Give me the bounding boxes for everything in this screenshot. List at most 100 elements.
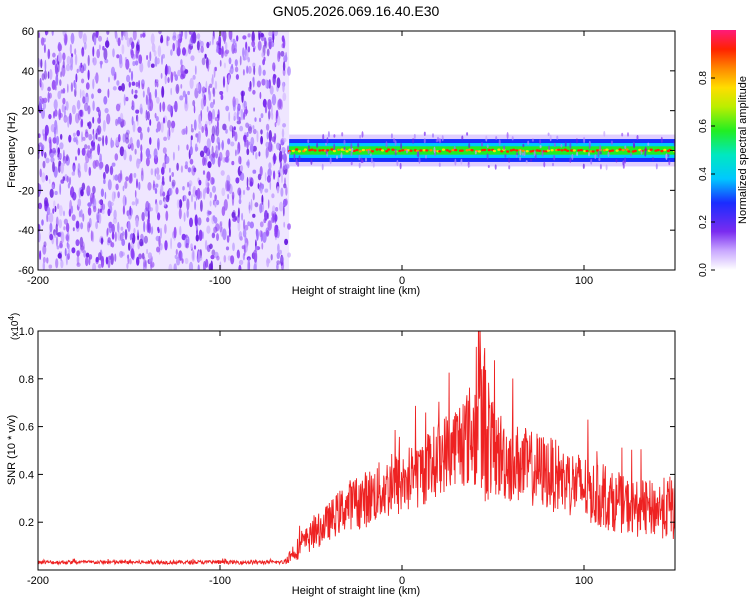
noise-dot bbox=[266, 131, 269, 140]
noise-dot bbox=[187, 90, 191, 96]
noise-dot bbox=[43, 43, 46, 54]
noise-dot bbox=[264, 172, 267, 182]
noise-dot bbox=[107, 237, 111, 244]
signal-peak-dot bbox=[585, 149, 589, 153]
spectrogram-x-ticks: -200 -100 0 100 bbox=[27, 31, 593, 287]
noise-dot bbox=[212, 215, 216, 222]
signal-fringe-dot bbox=[310, 159, 313, 165]
noise-dot bbox=[183, 128, 188, 135]
noise-dot bbox=[284, 177, 286, 186]
noise-dot bbox=[114, 73, 116, 81]
noise-dot bbox=[106, 227, 109, 236]
signal-peak-dot bbox=[358, 150, 362, 153]
noise-dot bbox=[187, 236, 190, 246]
noise-dot bbox=[172, 35, 177, 41]
noise-dot bbox=[171, 181, 175, 189]
noise-dot bbox=[80, 118, 84, 128]
noise-dot bbox=[182, 195, 185, 202]
noise-dot bbox=[190, 243, 193, 250]
noise-dot bbox=[95, 128, 100, 136]
noise-dot bbox=[54, 63, 58, 75]
snr-x-label: Height of straight line (km) bbox=[292, 585, 420, 597]
snr-panel: -200 -100 0 100 0.2 0.4 0.6 0.8 1.0 Height of s… bbox=[6, 313, 676, 597]
signal-fringe-dot bbox=[293, 153, 296, 161]
noise-dot bbox=[108, 255, 112, 260]
noise-dot bbox=[57, 51, 62, 64]
noise-dot bbox=[252, 89, 256, 95]
signal-peak-dot bbox=[318, 149, 322, 152]
noise-dot bbox=[74, 48, 77, 55]
noise-dot bbox=[77, 198, 82, 207]
noise-dot bbox=[85, 252, 90, 258]
noise-dot bbox=[124, 180, 128, 189]
noise-dot bbox=[107, 208, 111, 217]
noise-dot bbox=[155, 202, 159, 214]
noise-dot bbox=[150, 63, 155, 68]
noise-dot bbox=[271, 112, 274, 120]
signal-fringe-dot bbox=[598, 157, 601, 161]
noise-dot bbox=[53, 99, 58, 110]
noise-dot bbox=[194, 65, 197, 75]
noise-dot bbox=[235, 177, 240, 184]
signal-fringe-dot bbox=[433, 146, 436, 154]
noise-dot bbox=[277, 243, 280, 253]
noise-dot bbox=[131, 88, 134, 95]
signal-fringe-dot bbox=[336, 155, 338, 160]
colorbar-tick-label: 0.4 bbox=[698, 167, 709, 181]
signal-fringe-dot bbox=[607, 151, 610, 158]
noise-dot bbox=[54, 85, 57, 91]
noise-dot bbox=[115, 118, 118, 127]
noise-dot bbox=[188, 191, 191, 196]
noise-dot bbox=[38, 223, 41, 232]
signal-fringe-dot bbox=[369, 153, 372, 157]
noise-dot bbox=[133, 172, 137, 178]
noise-dot bbox=[103, 172, 106, 180]
noise-dot bbox=[75, 220, 80, 229]
noise-dot bbox=[207, 210, 212, 215]
noise-dot bbox=[277, 50, 281, 63]
signal-fringe-dot bbox=[468, 143, 471, 149]
noise-dot bbox=[282, 123, 287, 128]
noise-dot bbox=[226, 180, 231, 192]
noise-dot bbox=[70, 32, 75, 45]
spectrogram-y-tick-label: -20 bbox=[18, 185, 34, 197]
noise-dot bbox=[43, 133, 46, 141]
noise-dot bbox=[38, 98, 42, 111]
noise-dot bbox=[90, 230, 93, 242]
noise-dot bbox=[118, 85, 123, 91]
noise-dot bbox=[161, 86, 165, 98]
noise-dot bbox=[162, 162, 167, 170]
signal-peak-dot bbox=[303, 148, 307, 151]
noise-dot bbox=[130, 173, 133, 178]
noise-dot bbox=[276, 252, 280, 260]
signal-peak-dot bbox=[610, 149, 615, 152]
noise-dot bbox=[140, 144, 143, 152]
noise-dot bbox=[219, 59, 222, 67]
noise-dot bbox=[238, 264, 242, 270]
noise-dot bbox=[137, 198, 139, 205]
noise-dot bbox=[98, 161, 103, 171]
noise-dot bbox=[282, 92, 287, 102]
noise-dot bbox=[55, 223, 58, 236]
noise-dot bbox=[40, 144, 45, 151]
noise-dot bbox=[48, 264, 53, 269]
noise-dot bbox=[249, 181, 253, 187]
noise-dot bbox=[126, 74, 131, 83]
noise-dot bbox=[187, 43, 192, 55]
signal-fringe-dot bbox=[298, 155, 301, 162]
signal-fringe-dot bbox=[543, 161, 546, 168]
signal-fringe-dot bbox=[485, 135, 488, 142]
signal-fringe-dot bbox=[322, 133, 325, 141]
noise-dot bbox=[267, 141, 273, 153]
signal-fringe-dot bbox=[438, 138, 441, 142]
noise-dot bbox=[98, 199, 103, 205]
snr-y-tick-label: 0.6 bbox=[19, 422, 34, 434]
noise-dot bbox=[75, 113, 80, 124]
noise-dot bbox=[147, 252, 152, 259]
noise-dot bbox=[235, 98, 239, 105]
noise-dot bbox=[49, 222, 53, 233]
noise-dot bbox=[44, 59, 47, 72]
noise-dot bbox=[186, 209, 189, 218]
noise-dot bbox=[232, 130, 236, 137]
